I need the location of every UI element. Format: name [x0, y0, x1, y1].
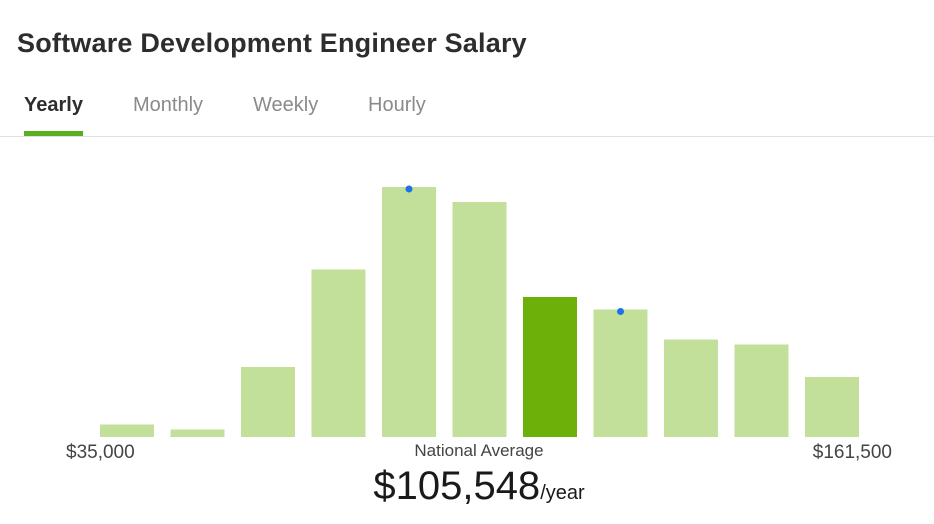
national-average-amount: $105,548 [373, 464, 541, 508]
histogram-bar [311, 269, 366, 437]
tab-yearly[interactable]: Yearly [24, 94, 83, 136]
histogram-bar [805, 377, 859, 437]
salary-histogram [100, 185, 859, 437]
histogram-bar [593, 309, 648, 437]
bar-marker-dot [617, 308, 624, 315]
histogram-bar-national-average [523, 297, 577, 437]
histogram-bar [100, 424, 154, 437]
tab-monthly[interactable]: Monthly [133, 94, 204, 116]
bar-marker-dot [405, 185, 413, 193]
national-average-unit: /year [540, 482, 585, 504]
period-tabs: Yearly Monthly Weekly Hourly [0, 88, 934, 137]
page-title: Software Development Engineer Salary [17, 28, 527, 58]
max-salary-label: $161,500 [812, 442, 892, 463]
histogram-bar [170, 429, 225, 437]
national-average-label: National Average [414, 441, 544, 460]
histogram-bar [734, 344, 789, 437]
histogram-bar [664, 339, 718, 437]
histogram-bar [382, 187, 436, 437]
tab-hourly[interactable]: Hourly [368, 94, 426, 116]
national-average-value: $105,548/year [0, 464, 934, 509]
histogram-bar [452, 202, 507, 437]
histogram-bar [241, 367, 295, 437]
tab-weekly[interactable]: Weekly [253, 94, 319, 116]
min-salary-label: $35,000 [66, 442, 135, 463]
